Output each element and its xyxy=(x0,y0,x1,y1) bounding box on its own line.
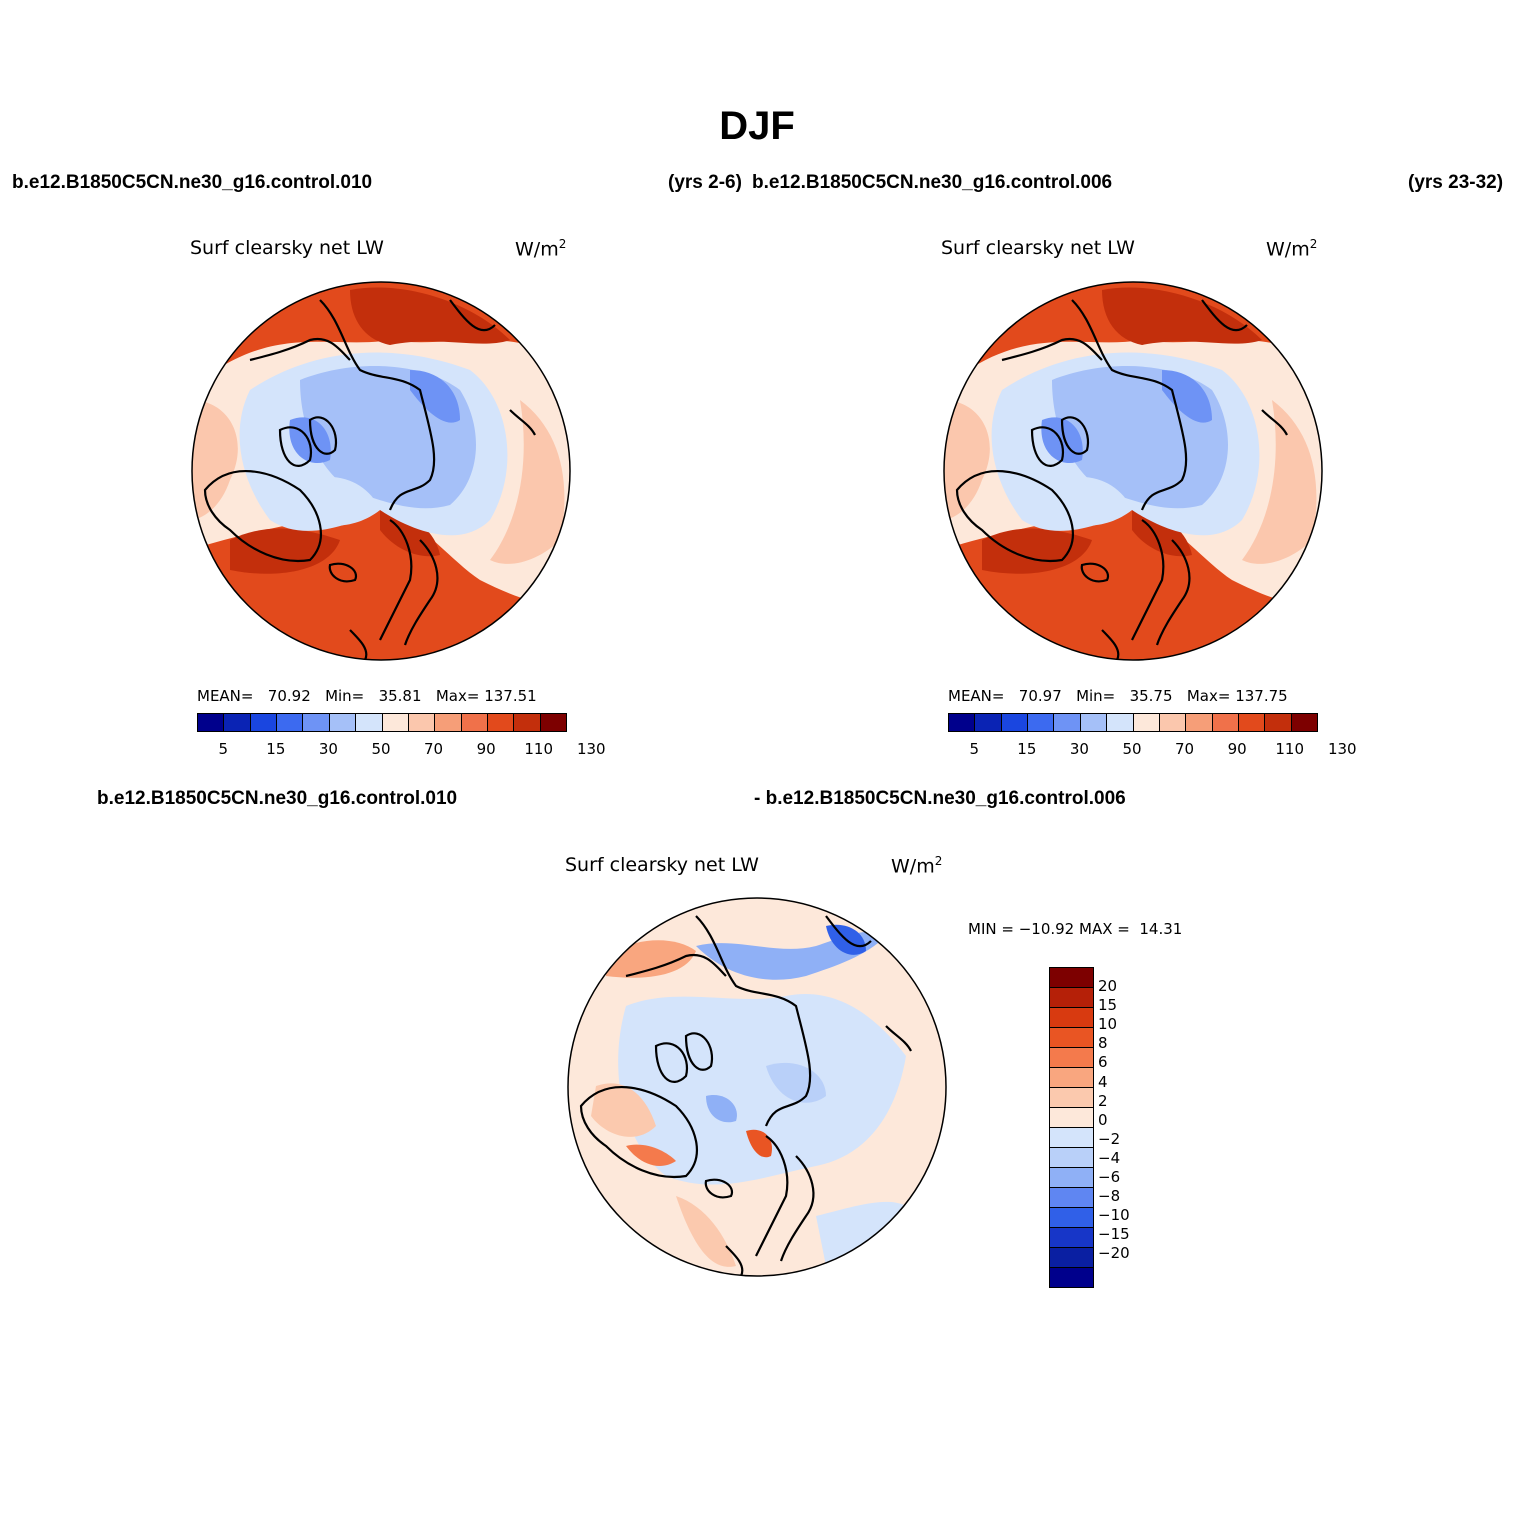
colorbar-label: 15 xyxy=(1098,996,1118,1015)
colorbar-label: 50 xyxy=(371,740,391,758)
colorbar-label: 30 xyxy=(1069,740,1089,758)
colorbar-swatch xyxy=(435,714,462,731)
colorbar-swatch xyxy=(1050,1148,1093,1168)
colorbar-label: 4 xyxy=(1098,1072,1108,1091)
colorbar-label: 130 xyxy=(576,740,606,758)
colorbar-label: 130 xyxy=(1327,740,1357,758)
colorbar-swatch xyxy=(949,714,976,731)
colorbar-label: 8 xyxy=(1098,1034,1108,1053)
colorbar-swatch xyxy=(1050,968,1093,988)
colorbar-swatch xyxy=(1238,714,1266,731)
colorbar-swatch xyxy=(975,714,1002,731)
panel-a-colorbar xyxy=(197,713,567,732)
colorbar-swatch xyxy=(1050,1228,1093,1248)
diff-case-left: b.e12.B1850C5CN.ne30_g16.control.010 xyxy=(97,788,458,809)
colorbar-label: 6 xyxy=(1098,1053,1108,1072)
colorbar-label: −15 xyxy=(1098,1225,1130,1244)
colorbar-label: 110 xyxy=(1275,740,1305,758)
diff-variable: Surf clearsky net LW xyxy=(565,854,759,876)
colorbar-label: 15 xyxy=(1017,740,1037,758)
colorbar-swatch xyxy=(1050,988,1093,1008)
colorbar-swatch xyxy=(1050,1028,1093,1048)
colorbar-swatch xyxy=(1050,1188,1093,1208)
colorbar-label: 70 xyxy=(1175,740,1195,758)
colorbar-swatch xyxy=(1212,714,1239,731)
colorbar-label: 70 xyxy=(424,740,444,758)
colorbar-swatch xyxy=(408,714,436,731)
colorbar-swatch xyxy=(1001,714,1029,731)
colorbar-label: 15 xyxy=(266,740,286,758)
colorbar-swatch xyxy=(1159,714,1187,731)
colorbar-label: 0 xyxy=(1098,1110,1108,1129)
colorbar-swatch xyxy=(303,714,330,731)
colorbar-swatch xyxy=(1050,1108,1093,1128)
colorbar-swatch xyxy=(514,714,541,731)
colorbar-swatch xyxy=(329,714,357,731)
diff-map xyxy=(567,897,947,1277)
colorbar-label: 10 xyxy=(1098,1015,1118,1034)
colorbar-swatch xyxy=(1050,1128,1093,1148)
colorbar-label: 5 xyxy=(969,740,980,758)
colorbar-swatch xyxy=(1028,714,1055,731)
panel-b-years: (yrs 23-32) xyxy=(1408,172,1504,193)
colorbar-label: −8 xyxy=(1098,1187,1121,1206)
colorbar-swatch xyxy=(1050,1208,1093,1228)
colorbar-swatch xyxy=(1050,1168,1093,1188)
diff-case-right: - b.e12.B1850C5CN.ne30_g16.control.006 xyxy=(754,788,1126,809)
panel-b-units: W/m2 xyxy=(1266,237,1318,261)
colorbar-label: −20 xyxy=(1098,1244,1130,1263)
panel-a-units: W/m2 xyxy=(515,237,567,261)
colorbar-label: 20 xyxy=(1098,977,1118,995)
colorbar-swatch xyxy=(1050,1048,1093,1068)
panel-a-case: b.e12.B1850C5CN.ne30_g16.control.010 xyxy=(12,172,373,193)
colorbar-label: 50 xyxy=(1122,740,1142,758)
colorbar-swatch xyxy=(1050,1088,1093,1108)
colorbar-label: −10 xyxy=(1098,1206,1130,1225)
diff-minmax: MIN = −10.92 MAX = 14.31 xyxy=(968,920,1183,938)
panel-a-colorbar-labels: 5 15 30 50 70 90 110 130 xyxy=(197,740,606,758)
colorbar-swatch xyxy=(198,714,225,731)
panel-b-map xyxy=(943,281,1323,661)
colorbar-label: −2 xyxy=(1098,1129,1121,1148)
colorbar-swatch xyxy=(224,714,251,731)
colorbar-swatch xyxy=(1050,1268,1093,1287)
colorbar-label: 5 xyxy=(218,740,229,758)
colorbar-swatch xyxy=(540,714,567,731)
colorbar-label: 90 xyxy=(476,740,496,758)
colorbar-swatch xyxy=(1107,714,1134,731)
colorbar-swatch xyxy=(1050,1068,1093,1088)
colorbar-swatch xyxy=(1186,714,1213,731)
panel-b-stats: MEAN= 70.97 Min= 35.75 Max= 137.75 xyxy=(948,687,1288,705)
panel-b-colorbar-labels: 5 15 30 50 70 90 110 130 xyxy=(948,740,1357,758)
colorbar-label: 2 xyxy=(1098,1091,1108,1110)
colorbar-swatch xyxy=(277,714,304,731)
panel-b-case: b.e12.B1850C5CN.ne30_g16.control.006 xyxy=(752,172,1113,193)
colorbar-label: 90 xyxy=(1227,740,1247,758)
colorbar-label: 30 xyxy=(318,740,338,758)
colorbar-swatch xyxy=(461,714,488,731)
panel-b-colorbar xyxy=(948,713,1318,732)
colorbar-swatch xyxy=(487,714,515,731)
diff-units: W/m2 xyxy=(891,854,943,878)
colorbar-swatch xyxy=(250,714,278,731)
colorbar-swatch xyxy=(356,714,383,731)
main-title: DJF xyxy=(719,104,795,148)
colorbar-swatch xyxy=(382,714,409,731)
colorbar-label: 110 xyxy=(524,740,554,758)
colorbar-label: −4 xyxy=(1098,1148,1121,1167)
panel-a-variable: Surf clearsky net LW xyxy=(190,237,384,259)
colorbar-swatch xyxy=(1291,714,1318,731)
colorbar-swatch xyxy=(1050,1008,1093,1028)
colorbar-label: −6 xyxy=(1098,1168,1121,1186)
colorbar-swatch xyxy=(1050,1248,1093,1268)
diff-colorbar xyxy=(1049,967,1094,1288)
colorbar-swatch xyxy=(1133,714,1160,731)
colorbar-swatch xyxy=(1265,714,1292,731)
colorbar-swatch xyxy=(1054,714,1081,731)
panel-a-years: (yrs 2-6) xyxy=(668,172,742,193)
panel-b-variable: Surf clearsky net LW xyxy=(941,237,1135,259)
panel-a-stats: MEAN= 70.92 Min= 35.81 Max= 137.51 xyxy=(197,687,537,705)
colorbar-swatch xyxy=(1080,714,1108,731)
panel-a-map xyxy=(191,281,571,661)
